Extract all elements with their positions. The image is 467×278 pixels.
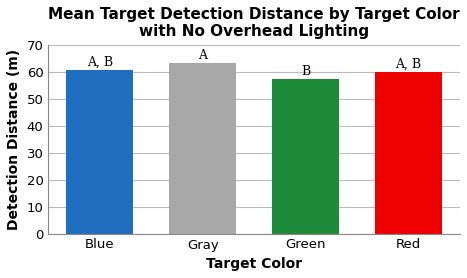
Bar: [169, 63, 236, 234]
Text: A, B: A, B: [87, 55, 113, 68]
Bar: [375, 73, 442, 234]
Bar: [66, 70, 133, 234]
Title: Mean Target Detection Distance by Target Color
with No Overhead Lighting: Mean Target Detection Distance by Target…: [48, 7, 460, 39]
Y-axis label: Detection Distance (m): Detection Distance (m): [7, 49, 21, 230]
Bar: [272, 79, 339, 234]
Text: A, B: A, B: [396, 58, 422, 71]
Text: B: B: [301, 64, 310, 78]
X-axis label: Target Color: Target Color: [206, 257, 302, 271]
Text: A: A: [198, 49, 207, 62]
